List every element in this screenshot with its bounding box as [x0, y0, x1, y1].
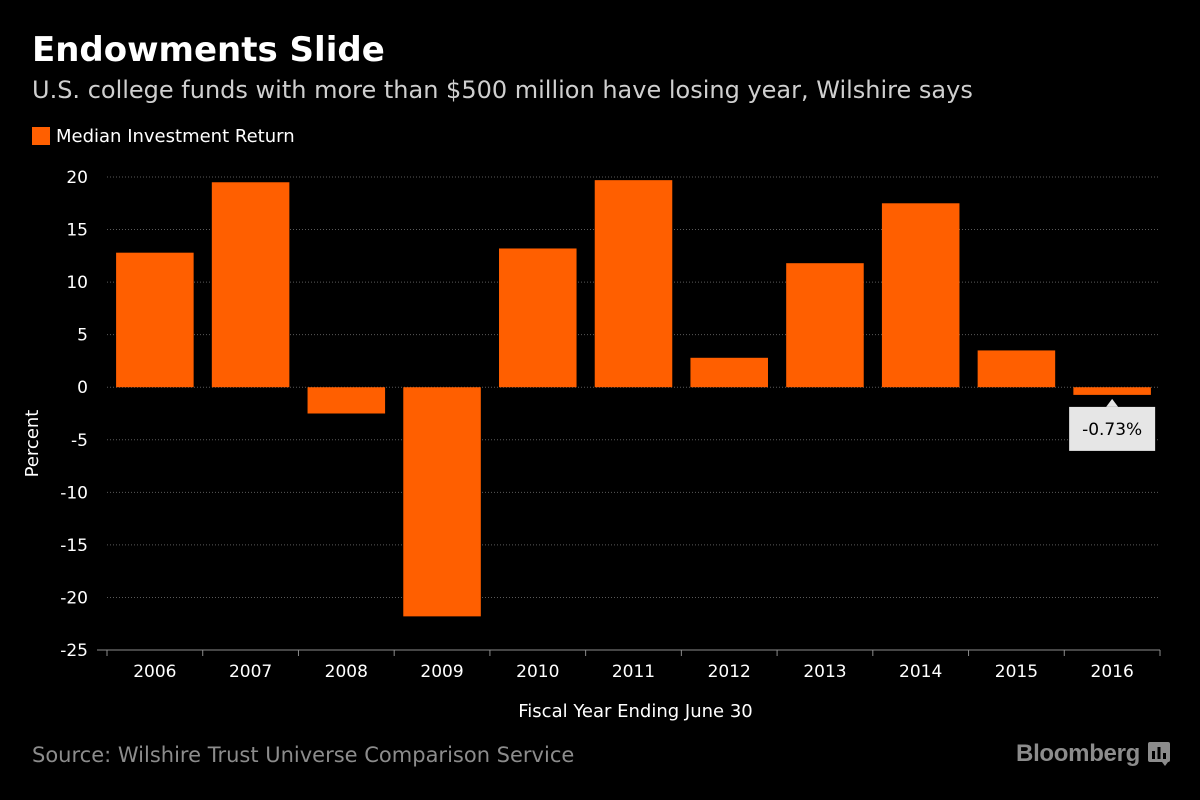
y-axis-title: Percent: [22, 410, 43, 478]
y-tick-label: -25: [60, 641, 88, 661]
y-tick-label: 10: [66, 273, 88, 293]
legend: Median Investment Return: [32, 124, 295, 148]
y-tick-label: -20: [60, 588, 88, 608]
bar-2011: [594, 180, 673, 388]
x-tick-label: 2015: [995, 662, 1038, 682]
bar-2016: [1073, 387, 1151, 395]
x-tick-label: 2007: [229, 662, 272, 682]
x-axis-title: Fiscal Year Ending June 30: [518, 701, 753, 722]
y-tick-label: -10: [60, 483, 88, 503]
bar-2015: [977, 350, 1056, 388]
bar-2006: [116, 252, 194, 388]
callout-box: [1069, 406, 1156, 451]
legend-label: Median Investment Return: [56, 125, 295, 147]
bars: [116, 180, 1151, 617]
brand-name: Bloomberg: [1016, 740, 1140, 767]
x-tick-label: 2016: [1091, 662, 1134, 682]
legend-swatch: [32, 127, 50, 145]
chart-title: Endowments Slide: [32, 30, 385, 70]
x-tick-label: 2006: [133, 662, 176, 682]
y-tick-label: 0: [77, 378, 88, 398]
bar-2008: [307, 387, 386, 414]
annotations: -0.73%: [1069, 398, 1156, 451]
chart-subtitle: U.S. college funds with more than $500 m…: [32, 76, 973, 104]
brand-logo: Bloomberg: [1016, 740, 1170, 768]
x-tick-label: 2009: [420, 662, 463, 682]
x-tick-label: 2008: [325, 662, 368, 682]
y-tick-label: -15: [60, 536, 88, 556]
callout-pointer: [1106, 398, 1119, 407]
bar-2014: [881, 203, 960, 388]
bar-2013: [786, 263, 864, 388]
y-tick-label: -5: [71, 431, 88, 451]
y-tick-label: 15: [66, 221, 88, 241]
bloomberg-chart-icon: [1148, 742, 1170, 766]
source-note: Source: Wilshire Trust Universe Comparis…: [32, 743, 575, 767]
bar-2012: [690, 357, 768, 388]
x-tick-label: 2010: [516, 662, 559, 682]
x-tick-label: 2012: [708, 662, 751, 682]
x-tick-label: 2014: [899, 662, 942, 682]
callout-label: -0.73%: [1082, 420, 1142, 440]
x-tick-label: 2011: [612, 662, 655, 682]
data-label-callout: -0.73%: [1069, 398, 1156, 451]
bar-2007: [211, 182, 290, 388]
bar-2009: [403, 387, 481, 617]
bar-2010: [499, 248, 577, 388]
x-tick-label: 2013: [803, 662, 846, 682]
y-tick-label: 20: [66, 168, 88, 188]
y-tick-label: 5: [77, 326, 88, 346]
